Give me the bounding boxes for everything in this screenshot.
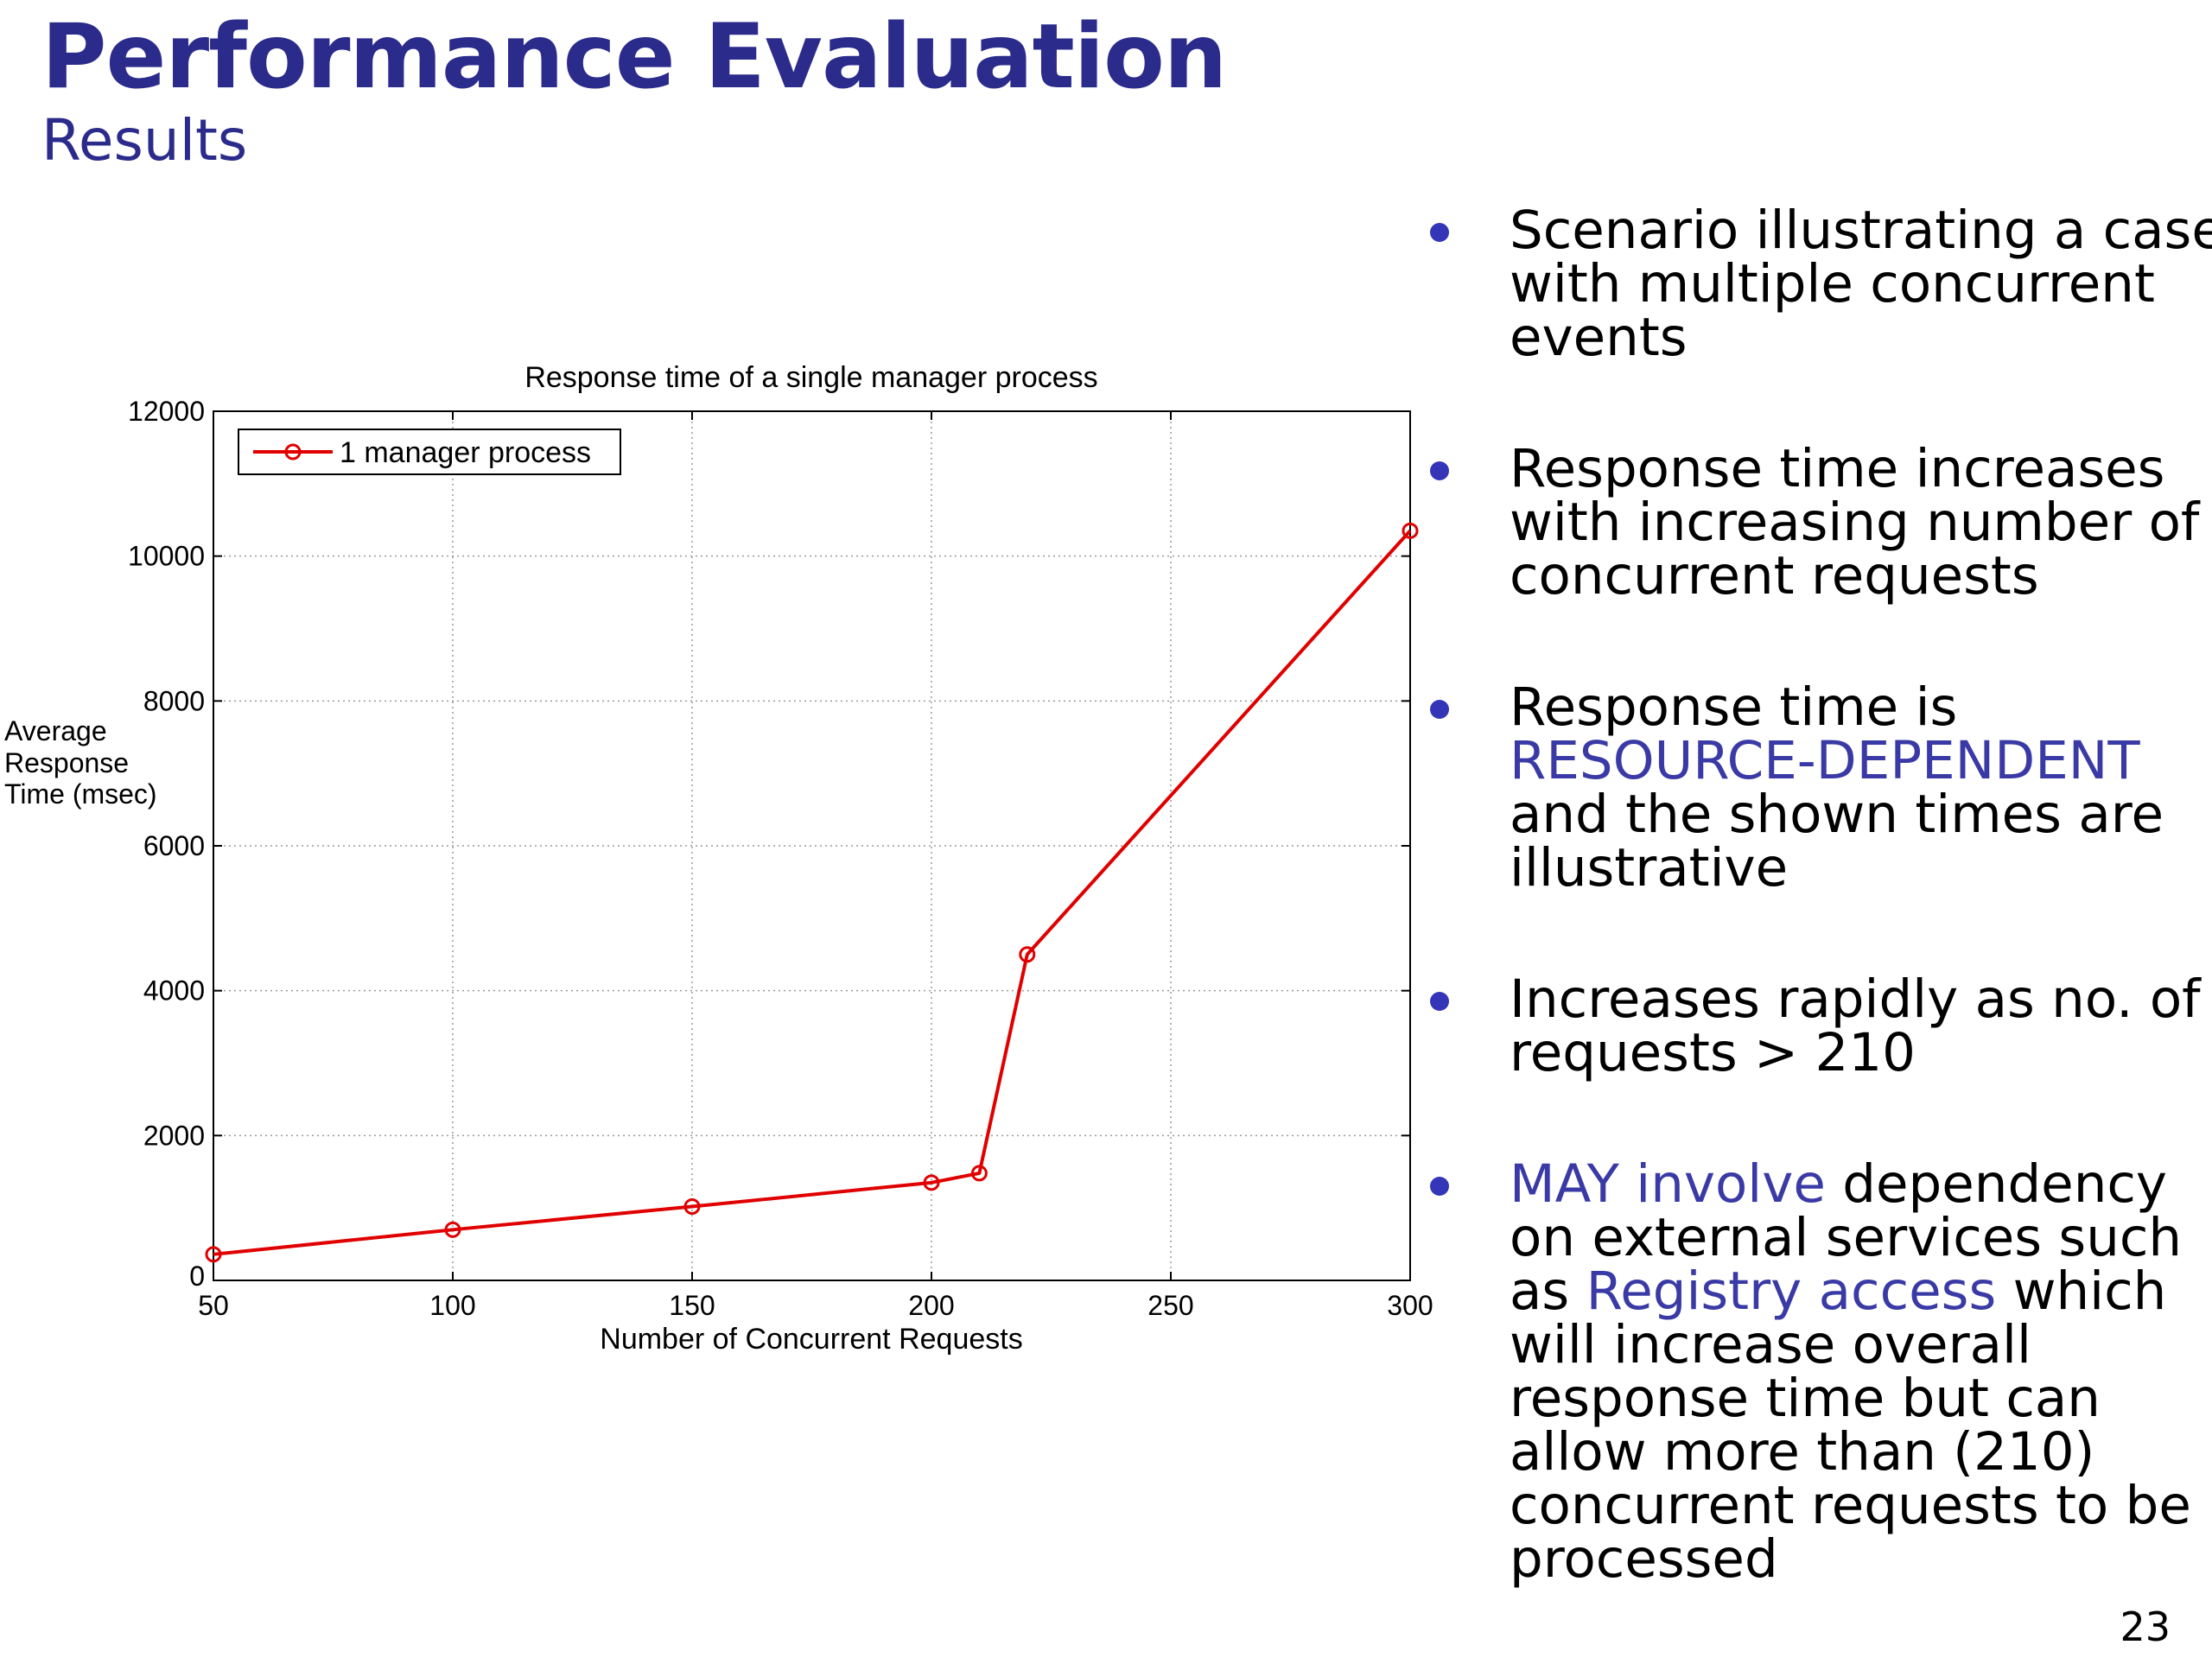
data-point <box>205 1246 222 1263</box>
bullet-text: on external services such <box>1510 1207 2183 1268</box>
bullet-text: as <box>1510 1261 1586 1322</box>
bullet-text: processed <box>1510 1528 1778 1590</box>
bullet-text: dependency <box>1825 1153 2167 1215</box>
bullet-text: which <box>1996 1261 2167 1322</box>
bullet-line: Response time increases <box>1510 442 2195 496</box>
x-tick-label: 200 <box>908 1290 954 1321</box>
series-layer <box>205 522 1419 1263</box>
bullet-dot-icon <box>1430 1177 1449 1196</box>
bullet-line: events <box>1510 311 2195 365</box>
x-tick-label: 150 <box>669 1290 715 1321</box>
data-point <box>1019 946 1036 963</box>
bullet-list: Scenario illustrating a case with multipl… <box>1417 204 2212 1664</box>
bullet-line: with increasing number of <box>1510 496 2199 549</box>
bullet-text: events <box>1510 307 1688 368</box>
bullet-text: illustrative <box>1510 837 1789 899</box>
bullet-item: Response time is RESOURCE-DEPENDENT and th… <box>1417 681 2195 895</box>
x-tick-label: 300 <box>1387 1290 1433 1321</box>
data-point <box>683 1197 701 1215</box>
bullet-text: allow more than (210) <box>1510 1421 2095 1483</box>
bullet-item: Scenario illustrating a case with multipl… <box>1417 204 2212 365</box>
bullet-line: allow more than (210) <box>1510 1426 2195 1479</box>
series-line <box>213 529 1412 1256</box>
bullet-line: as Registry access which <box>1510 1265 2195 1318</box>
data-point <box>1402 522 1419 539</box>
data-point <box>923 1174 940 1191</box>
slide-title: Performance Evaluation <box>41 5 1227 109</box>
bullet-line: and the shown times are <box>1510 788 2195 842</box>
response-time-chart: 0 2000 4000 6000 8000 10000 12000 50 100 150 200 2… <box>4 361 1433 1356</box>
bullet-text: will increase overall <box>1510 1314 2031 1375</box>
bullet-line: concurrent requests <box>1510 549 2195 603</box>
bullet-text: with increasing number of <box>1510 492 2200 553</box>
y-tick-label: 10000 <box>128 541 205 572</box>
bullet-line: MAY involve dependency <box>1510 1158 2195 1211</box>
legend-marker-swatch <box>284 443 302 460</box>
bullet-line: on external services such <box>1510 1211 2195 1265</box>
bullet-line: will increase overall <box>1510 1318 2195 1372</box>
bullet-text: Response time increases <box>1510 438 2165 499</box>
bullet-text: concurrent requests <box>1510 545 2039 607</box>
bullet-line: concurrent requests to be <box>1510 1479 2195 1533</box>
bullet-text: Response time is <box>1510 676 1958 738</box>
bullet-line: RESOURCE-DEPENDENT <box>1510 734 2195 788</box>
highlighted-text: MAY involve <box>1510 1153 1826 1215</box>
y-tick-label: 6000 <box>143 830 205 861</box>
y-tick-label: 8000 <box>143 685 205 716</box>
y-tick-label: 12000 <box>128 396 205 427</box>
x-tick-label: 250 <box>1147 1290 1193 1321</box>
bullet-line: processed <box>1510 1533 2195 1586</box>
x-axis-label: Number of Concurrent Requests <box>600 1323 1022 1356</box>
bullet-item: MAY involve dependency on external servic… <box>1417 1158 2195 1586</box>
bullet-dot-icon <box>1430 700 1449 719</box>
bullet-line: Response time is <box>1510 681 2195 734</box>
bullet-line: Increases rapidly as no. of <box>1510 973 2201 1026</box>
bullet-text: Increases rapidly as no. of <box>1510 969 2201 1030</box>
page-number: 23 <box>2120 1604 2171 1650</box>
bullet-item: Response time increases with increasing n… <box>1417 442 2199 603</box>
y-tick-label: 2000 <box>143 1120 205 1151</box>
y-tick-labels: 0 2000 4000 6000 8000 10000 12000 <box>128 396 205 1292</box>
highlighted-text: Registry access <box>1586 1261 1997 1322</box>
bullet-dot-icon <box>1430 223 1449 242</box>
y-axis-label-line: Time (msec) <box>4 778 157 810</box>
y-tick-label: 4000 <box>143 975 205 1007</box>
plot-background <box>213 411 1410 1280</box>
x-tick-label: 100 <box>429 1290 475 1321</box>
bullet-text: with multiple concurrent <box>1510 253 2155 314</box>
highlighted-text: RESOURCE-DEPENDENT <box>1510 730 2140 791</box>
data-point <box>970 1165 988 1182</box>
chart-title: Response time of a single manager proces… <box>524 361 1097 394</box>
legend: 1 manager process <box>238 429 621 475</box>
legend-label: 1 manager process <box>340 436 591 469</box>
x-tick-labels: 50 100 150 200 250 300 <box>198 1290 1433 1321</box>
bullet-line: response time but can <box>1510 1372 2195 1426</box>
bullet-line: with multiple concurrent <box>1510 257 2195 311</box>
bullet-dot-icon <box>1430 992 1449 1011</box>
bullet-text: Scenario illustrating a case <box>1510 200 2212 261</box>
bullet-dot-icon <box>1430 461 1449 480</box>
bullet-text: and the shown times are <box>1510 784 2164 845</box>
y-axis-label-line: Response <box>4 747 129 778</box>
data-point <box>444 1221 461 1238</box>
y-axis-label: Average Response Time (msec) <box>4 715 157 810</box>
y-tick-label: 0 <box>189 1261 205 1292</box>
bullet-text: response time but can <box>1510 1368 2101 1429</box>
bullet-text: requests > 210 <box>1510 1022 1916 1083</box>
bullet-text: concurrent requests to be <box>1510 1475 2191 1536</box>
slide-subtitle: Results <box>41 107 248 174</box>
axis-ticks <box>213 410 1411 1281</box>
bullet-line: Scenario illustrating a case <box>1510 204 2212 257</box>
bullet-line: illustrative <box>1510 842 2195 895</box>
legend-box <box>238 429 621 475</box>
bullet-item: Increases rapidly as no. of requests > 21… <box>1417 973 2201 1080</box>
x-tick-label: 50 <box>198 1290 229 1321</box>
bullet-line: requests > 210 <box>1510 1026 2195 1080</box>
y-axis-label-line: Average <box>4 715 107 746</box>
